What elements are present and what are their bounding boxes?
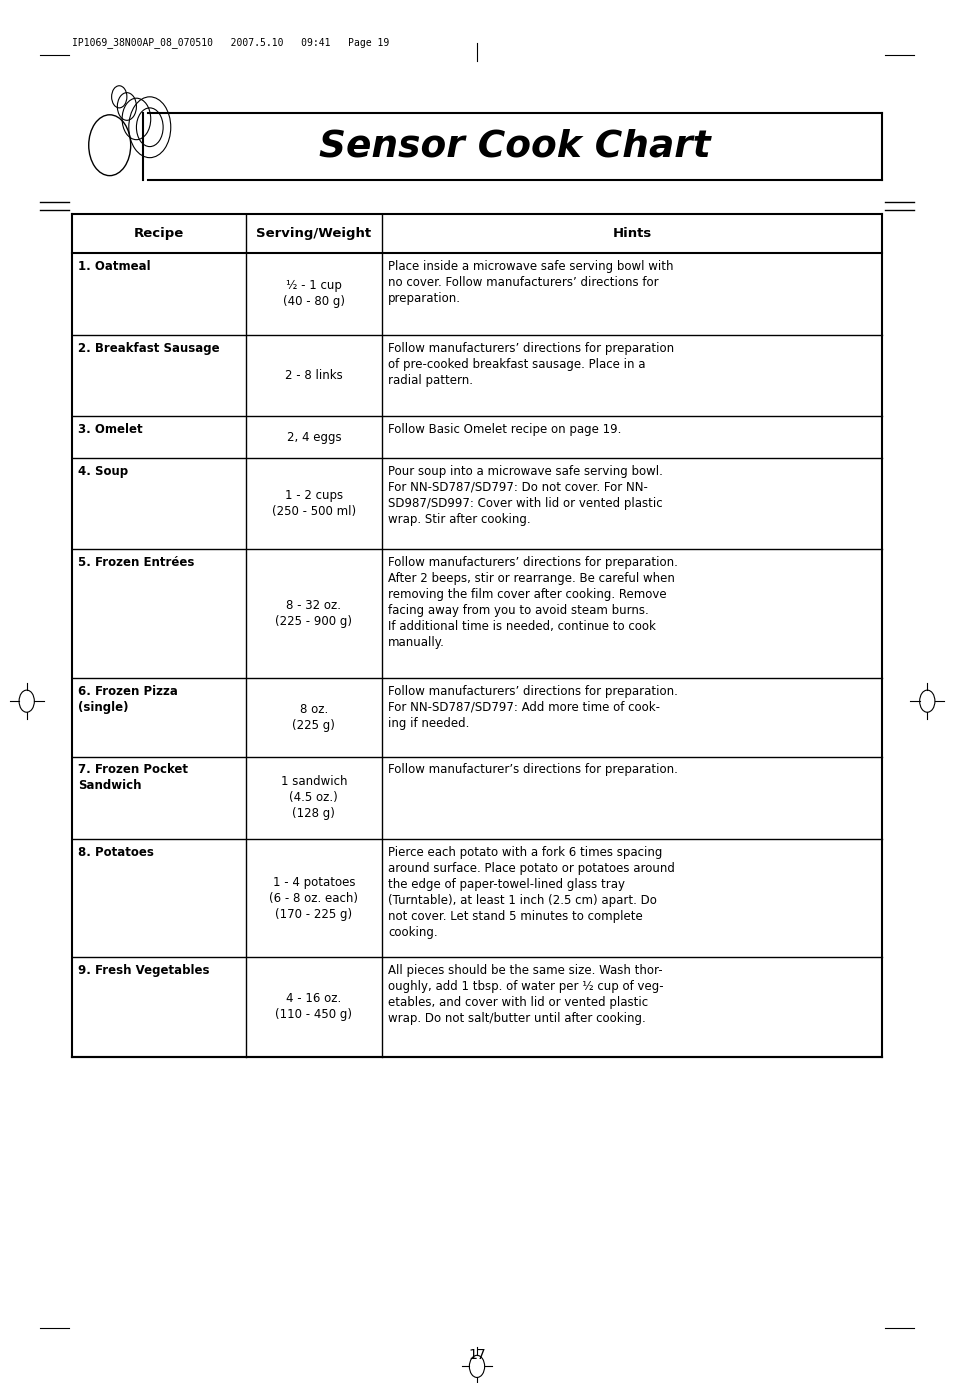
Text: 17: 17 bbox=[468, 1348, 485, 1362]
Text: ½ - 1 cup
(40 - 80 g): ½ - 1 cup (40 - 80 g) bbox=[283, 279, 344, 308]
Text: 2. Breakfast Sausage: 2. Breakfast Sausage bbox=[78, 342, 219, 354]
Text: All pieces should be the same size. Wash thor-
oughly, add 1 tbsp. of water per : All pieces should be the same size. Wash… bbox=[388, 964, 663, 1025]
Text: Follow Basic Omelet recipe on page 19.: Follow Basic Omelet recipe on page 19. bbox=[388, 423, 621, 436]
Text: Pierce each potato with a fork 6 times spacing
around surface. Place potato or p: Pierce each potato with a fork 6 times s… bbox=[388, 846, 675, 939]
Text: Follow manufacturers’ directions for preparation.
For NN-SD787/SD797: Add more t: Follow manufacturers’ directions for pre… bbox=[388, 685, 678, 730]
Text: 1 sandwich
(4.5 oz.)
(128 g): 1 sandwich (4.5 oz.) (128 g) bbox=[280, 776, 347, 820]
Text: 9. Fresh Vegetables: 9. Fresh Vegetables bbox=[78, 964, 210, 976]
Text: 4 - 16 oz.
(110 - 450 g): 4 - 16 oz. (110 - 450 g) bbox=[275, 993, 352, 1021]
Text: 8 oz.
(225 g): 8 oz. (225 g) bbox=[293, 703, 335, 732]
Text: 1 - 4 potatoes
(6 - 8 oz. each)
(170 - 225 g): 1 - 4 potatoes (6 - 8 oz. each) (170 - 2… bbox=[269, 875, 358, 921]
Text: Follow manufacturers’ directions for preparation.
After 2 beeps, stir or rearran: Follow manufacturers’ directions for pre… bbox=[388, 556, 678, 649]
Text: 2, 4 eggs: 2, 4 eggs bbox=[286, 430, 341, 444]
Text: 8. Potatoes: 8. Potatoes bbox=[78, 846, 154, 859]
Text: Sensor Cook Chart: Sensor Cook Chart bbox=[319, 129, 710, 165]
Text: Follow manufacturers’ directions for preparation
of pre-cooked breakfast sausage: Follow manufacturers’ directions for pre… bbox=[388, 342, 674, 387]
Text: 1 - 2 cups
(250 - 500 ml): 1 - 2 cups (250 - 500 ml) bbox=[272, 490, 355, 517]
Text: 5. Frozen Entrées: 5. Frozen Entrées bbox=[78, 556, 194, 568]
Text: 2 - 8 links: 2 - 8 links bbox=[285, 369, 342, 382]
Text: 1. Oatmeal: 1. Oatmeal bbox=[78, 260, 151, 272]
Text: Place inside a microwave safe serving bowl with
no cover. Follow manufacturers’ : Place inside a microwave safe serving bo… bbox=[388, 260, 673, 306]
Text: Recipe: Recipe bbox=[133, 227, 184, 241]
Text: IP1069_38N00AP_08_070510   2007.5.10   09:41   Page 19: IP1069_38N00AP_08_070510 2007.5.10 09:41… bbox=[71, 37, 389, 48]
Text: Serving/Weight: Serving/Weight bbox=[256, 227, 371, 241]
Text: Pour soup into a microwave safe serving bowl.
For NN-SD787/SD797: Do not cover. : Pour soup into a microwave safe serving … bbox=[388, 465, 662, 526]
Text: 4. Soup: 4. Soup bbox=[78, 465, 129, 477]
Text: Follow manufacturer’s directions for preparation.: Follow manufacturer’s directions for pre… bbox=[388, 763, 678, 776]
Text: 8 - 32 oz.
(225 - 900 g): 8 - 32 oz. (225 - 900 g) bbox=[275, 599, 352, 628]
Text: 7. Frozen Pocket
Sandwich: 7. Frozen Pocket Sandwich bbox=[78, 763, 188, 792]
Text: Hints: Hints bbox=[612, 227, 651, 241]
Text: 6. Frozen Pizza
(single): 6. Frozen Pizza (single) bbox=[78, 685, 178, 714]
Text: 3. Omelet: 3. Omelet bbox=[78, 423, 143, 436]
